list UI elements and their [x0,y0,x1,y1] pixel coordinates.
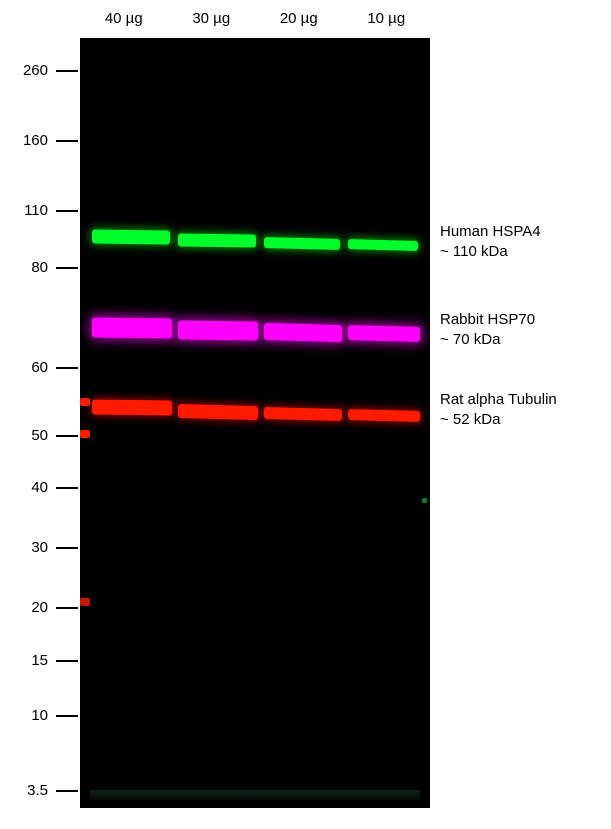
edge-artifact [80,398,90,406]
band-annotation: Rabbit HSP70~ 70 kDa [440,310,535,349]
ladder-tick [56,140,78,142]
annotation-name: Human HSPA4 [440,222,541,242]
ladder-tick [56,607,78,609]
protein-band [264,407,342,421]
ladder-marker-label: 10 [18,707,48,724]
ladder-tick [56,435,78,437]
band-annotation: Human HSPA4~ 110 kDa [440,222,541,261]
ladder-marker-label: 80 [18,259,48,276]
ladder-marker-label: 160 [18,132,48,149]
gel-bottom-edge [90,790,420,800]
western-blot [80,38,430,808]
protein-band [264,237,340,250]
protein-band [178,404,258,420]
ladder-marker: 3.5 [18,782,78,799]
ladder-marker: 15 [18,652,78,669]
protein-band [178,233,256,247]
edge-artifact [80,430,90,438]
protein-band [178,320,258,340]
ladder-tick [56,547,78,549]
protein-band [348,325,420,342]
ladder-tick [56,210,78,212]
ladder-tick [56,70,78,72]
ladder-marker: 110 [18,202,78,219]
ladder-tick [56,715,78,717]
edge-artifact [422,498,427,503]
ladder-marker-label: 40 [18,479,48,496]
lane-label: 10 µg [346,10,426,27]
ladder-marker-label: 15 [18,652,48,669]
ladder-marker: 10 [18,707,78,724]
ladder-marker-label: 20 [18,599,48,616]
annotation-name: Rabbit HSP70 [440,310,535,330]
ladder-marker: 50 [18,427,78,444]
ladder-marker: 260 [18,62,78,79]
annotation-size: ~ 110 kDa [440,242,541,262]
ladder-marker-label: 30 [18,539,48,556]
lane-label: 30 µg [171,10,251,27]
ladder-marker-label: 50 [18,427,48,444]
ladder-tick [56,267,78,269]
edge-artifact [80,598,90,606]
ladder-marker: 80 [18,259,78,276]
ladder-marker: 160 [18,132,78,149]
ladder-marker: 20 [18,599,78,616]
ladder-tick [56,790,78,792]
lane-labels-row: 40 µg 30 µg 20 µg 10 µg [80,10,430,27]
band-annotation: Rat alpha Tubulin~ 52 kDa [440,390,557,429]
protein-band [92,229,170,244]
ladder-marker-label: 260 [18,62,48,79]
ladder-marker-label: 60 [18,359,48,376]
ladder-marker: 40 [18,479,78,496]
annotation-size: ~ 52 kDa [440,410,557,430]
ladder-marker: 60 [18,359,78,376]
protein-band [348,409,420,422]
annotation-size: ~ 70 kDa [440,330,535,350]
protein-band [348,239,418,251]
ladder-marker-label: 110 [18,202,48,219]
ladder-marker-label: 3.5 [18,782,48,799]
ladder-tick [56,660,78,662]
molecular-weight-ladder: 260 160 110 80 60 50 40 30 20 15 10 3.5 [0,38,80,808]
ladder-tick [56,367,78,369]
protein-band [92,317,172,338]
ladder-marker: 30 [18,539,78,556]
ladder-tick [56,487,78,489]
protein-band [92,399,172,415]
annotation-name: Rat alpha Tubulin [440,390,557,410]
lane-label: 40 µg [84,10,164,27]
protein-band [264,323,342,342]
lane-label: 20 µg [259,10,339,27]
